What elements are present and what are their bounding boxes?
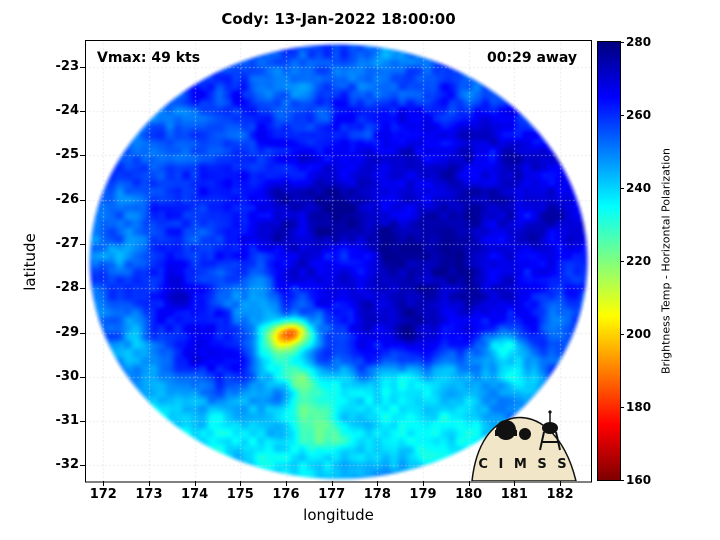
cimss-logo: C I M S S <box>471 410 577 481</box>
x-tick-label: 180 <box>455 487 483 502</box>
x-tick-label: 172 <box>89 487 117 502</box>
y-tick-label: -27 <box>55 235 80 251</box>
logo-dome-base <box>495 430 517 436</box>
x-tick-label: 177 <box>318 487 346 502</box>
x-tick-label: 179 <box>409 487 437 502</box>
x-axis-label: longitude <box>303 506 374 524</box>
x-tick-label: 173 <box>135 487 163 502</box>
x-tick-label: 174 <box>181 487 209 502</box>
y-tick-label: -28 <box>55 280 80 296</box>
x-tick-label: 182 <box>546 487 574 502</box>
y-tick-label: -23 <box>55 58 80 74</box>
x-tick-label: 176 <box>272 487 300 502</box>
logo-watertower-legs <box>539 431 561 451</box>
colorbar-tick-label: 160 <box>626 473 652 487</box>
y-tick-label: -29 <box>55 324 80 340</box>
colorbar-label: Brightness Temp - Horizontal Polarizatio… <box>659 148 673 374</box>
colorbar-tick-label: 260 <box>626 108 652 122</box>
logo-watertower-icon <box>542 422 558 434</box>
colorbar-tick-label: 180 <box>626 400 652 414</box>
y-tick-label: -30 <box>55 368 80 384</box>
colorbar-tick-label: 200 <box>626 327 652 341</box>
x-tick-label: 178 <box>363 487 391 502</box>
y-tick-label: -25 <box>55 147 80 163</box>
colorbar-tick-label: 280 <box>626 35 652 49</box>
x-tick-label: 175 <box>226 487 254 502</box>
colorbar-tick-label: 240 <box>626 181 652 195</box>
time-away-annotation: 00:29 away <box>487 50 577 66</box>
plot-title: Cody: 13-Jan-2022 18:00:00 <box>221 10 456 28</box>
colorbar <box>598 42 620 480</box>
y-tick-label: -31 <box>55 413 80 429</box>
y-tick-label: -26 <box>55 191 80 207</box>
x-tick-label: 181 <box>500 487 528 502</box>
logo-dome-small-icon <box>519 428 531 440</box>
logo-antenna-tip <box>548 410 552 414</box>
y-tick-label: -32 <box>55 457 80 473</box>
logo-text: C I M S S <box>478 457 569 472</box>
y-tick-label: -24 <box>55 102 80 118</box>
colorbar-tick-label: 220 <box>626 254 652 268</box>
